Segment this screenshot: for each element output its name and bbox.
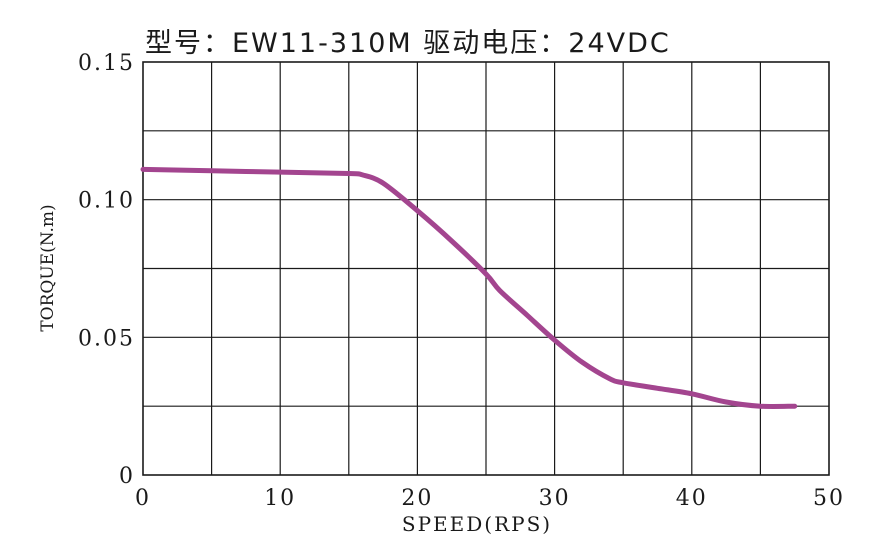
x-tick-label: 20 xyxy=(401,486,433,511)
grid xyxy=(143,62,829,475)
y-tick-label: 0.10 xyxy=(78,189,135,214)
y-axis-label: TORQUE(N.m) xyxy=(38,204,58,331)
x-tick-label: 0 xyxy=(135,486,151,511)
series-group xyxy=(140,166,798,410)
x-tick-label: 50 xyxy=(813,486,845,511)
plot-frame xyxy=(142,61,830,476)
x-tick-label: 10 xyxy=(264,486,296,511)
y-tick-label: 0 xyxy=(119,464,135,489)
x-axis-label: SPEED(RPS) xyxy=(402,512,552,536)
y-axis-ticks: 0 0.05 0.10 0.15 xyxy=(78,51,135,489)
x-tick-label: 40 xyxy=(676,486,708,511)
x-tick-label: 30 xyxy=(539,486,571,511)
chart-title: 型号：EW11-310M 驱动电压：24VDC xyxy=(145,28,671,59)
x-axis-ticks: 0 10 20 30 40 50 xyxy=(135,486,845,511)
y-tick-label: 0.05 xyxy=(78,326,135,351)
y-tick-label: 0.15 xyxy=(78,51,135,76)
torque-curve xyxy=(140,166,798,410)
